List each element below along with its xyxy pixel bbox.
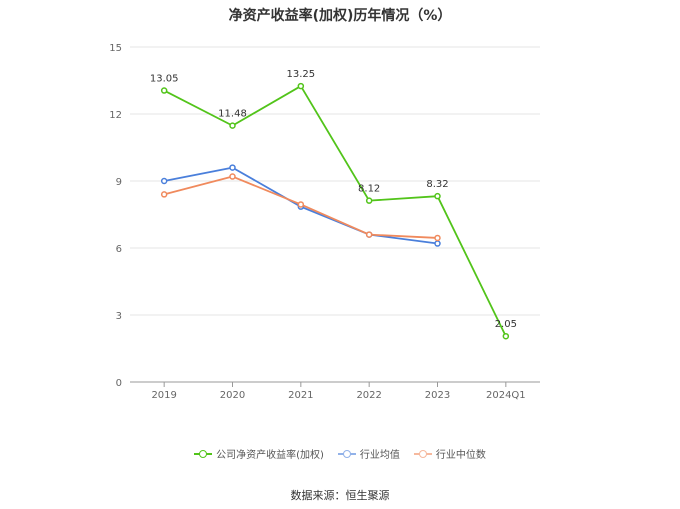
legend-swatch-icon <box>194 449 213 459</box>
data-point <box>160 87 168 94</box>
legend-item[interactable]: 公司净资产收益率(加权) <box>194 446 324 461</box>
y-tick-label: 9 <box>116 177 122 188</box>
data-point <box>502 332 510 340</box>
data-point <box>160 191 168 198</box>
x-tick-label: 2023 <box>425 390 450 401</box>
data-label: 8.32 <box>426 179 448 190</box>
legend-item[interactable]: 行业中位数 <box>413 446 486 461</box>
data-point <box>229 122 236 129</box>
y-tick-label: 3 <box>116 311 122 322</box>
legend: 公司净资产收益率(加权) 行业均值 行业中位数 <box>0 446 680 461</box>
data-point <box>160 177 168 185</box>
legend-swatch-icon <box>413 449 432 459</box>
data-point <box>229 164 236 171</box>
x-tick-label: 2019 <box>151 390 176 401</box>
legend-label: 公司净资产收益率(加权) <box>216 450 324 461</box>
data-point <box>365 197 373 204</box>
line-chart: 0 3 6 9 12 15 2019 2020 2021 2022 2023 2024Q1 13.05 1… <box>109 43 540 401</box>
data-label: 2.05 <box>495 319 517 330</box>
data-point <box>434 234 441 242</box>
y-tick-label: 6 <box>116 244 122 255</box>
data-label: 11.48 <box>218 109 247 120</box>
y-tick-label: 12 <box>109 110 122 121</box>
data-point <box>297 201 305 208</box>
data-point <box>434 192 441 200</box>
x-tick-label: 2024Q1 <box>486 390 526 401</box>
legend-swatch-icon <box>337 449 356 459</box>
data-point <box>434 240 441 247</box>
x-tick-label: 2020 <box>220 390 245 401</box>
chart-title: 净资产收益率(加权)历年情况（%） <box>228 8 452 24</box>
data-point <box>365 231 373 238</box>
data-point <box>297 82 305 90</box>
data-point <box>229 173 236 180</box>
data-label: 13.25 <box>287 69 316 80</box>
y-tick-label: 0 <box>116 378 122 389</box>
data-label: 13.05 <box>150 74 179 85</box>
data-source: 数据来源：恒生聚源 <box>290 489 390 502</box>
x-tick-label: 2021 <box>288 390 313 401</box>
series-line <box>163 85 507 337</box>
legend-label: 行业均值 <box>359 450 400 461</box>
x-tick-label: 2022 <box>356 390 381 401</box>
data-label: 8.12 <box>358 184 380 195</box>
y-tick-label: 15 <box>109 43 122 54</box>
legend-item[interactable]: 行业均值 <box>337 446 400 461</box>
legend-label: 行业中位数 <box>435 450 486 461</box>
